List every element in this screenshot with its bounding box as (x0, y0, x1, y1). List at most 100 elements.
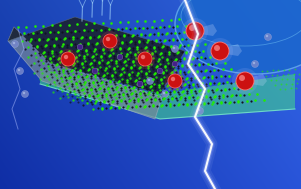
Point (166, 99, 171, 102)
Point (84, 85, 88, 88)
Point (143, 33, 148, 36)
Point (78, 95, 83, 98)
Point (130, 80, 135, 83)
Point (135, 46, 140, 49)
Point (186, 81, 191, 84)
Point (77, 30, 82, 33)
Point (88, 98, 93, 101)
Point (61, 57, 65, 60)
Point (152, 46, 157, 49)
Point (119, 86, 123, 89)
Point (173, 58, 178, 61)
Point (100, 106, 105, 109)
Point (187, 83, 191, 86)
Point (147, 105, 151, 108)
Point (163, 90, 168, 93)
Point (171, 65, 176, 68)
Point (90, 56, 95, 59)
Point (73, 57, 78, 60)
Point (116, 43, 121, 46)
Point (106, 88, 110, 91)
Point (242, 80, 247, 83)
Point (54, 38, 58, 41)
Point (221, 81, 225, 84)
Point (271, 69, 275, 72)
Point (184, 38, 188, 41)
Point (186, 43, 191, 46)
Point (156, 59, 161, 62)
Point (144, 97, 149, 100)
Point (41, 38, 46, 41)
Point (133, 54, 138, 57)
Point (165, 94, 169, 98)
Point (109, 35, 114, 38)
Point (20, 40, 24, 43)
Point (175, 78, 180, 81)
Point (142, 68, 147, 71)
Point (289, 87, 293, 90)
Point (150, 79, 155, 82)
Point (52, 43, 57, 46)
Point (139, 96, 144, 99)
Point (98, 87, 102, 90)
Point (199, 70, 204, 73)
Point (39, 31, 44, 34)
Point (126, 105, 130, 108)
Point (191, 84, 195, 87)
Point (110, 100, 115, 103)
Point (214, 62, 219, 65)
Point (96, 81, 101, 84)
Point (160, 103, 164, 106)
Point (65, 57, 70, 60)
Point (139, 58, 144, 61)
Point (133, 26, 138, 29)
Point (65, 83, 70, 86)
Point (91, 70, 96, 73)
Point (146, 55, 151, 58)
Point (50, 51, 54, 54)
Point (89, 77, 94, 80)
Point (276, 69, 281, 72)
Point (60, 90, 64, 93)
Point (39, 68, 43, 71)
Point (79, 73, 84, 76)
Circle shape (253, 62, 255, 64)
Point (141, 78, 146, 81)
Polygon shape (8, 17, 185, 94)
Point (165, 85, 170, 88)
Point (39, 58, 44, 61)
Point (82, 56, 86, 59)
Point (209, 63, 214, 66)
Point (93, 74, 98, 77)
Point (160, 19, 165, 22)
Point (171, 25, 175, 28)
Point (107, 102, 111, 105)
Point (96, 83, 101, 86)
Point (166, 97, 170, 100)
Point (150, 77, 155, 80)
Circle shape (11, 40, 18, 47)
Point (44, 60, 49, 63)
Point (169, 98, 174, 101)
Point (247, 93, 251, 96)
Point (125, 67, 129, 70)
Point (159, 77, 164, 80)
Point (249, 86, 253, 89)
Point (122, 47, 127, 50)
Point (95, 57, 100, 60)
Point (110, 89, 115, 92)
Point (26, 32, 31, 35)
Point (51, 90, 56, 93)
Point (182, 94, 186, 97)
Point (135, 73, 140, 76)
Circle shape (100, 31, 120, 51)
Point (60, 80, 65, 83)
Point (80, 61, 85, 64)
Point (50, 64, 55, 67)
Point (56, 30, 61, 33)
Point (48, 46, 53, 49)
Point (137, 53, 142, 56)
Point (236, 74, 240, 77)
Point (111, 28, 116, 31)
Point (33, 38, 37, 41)
